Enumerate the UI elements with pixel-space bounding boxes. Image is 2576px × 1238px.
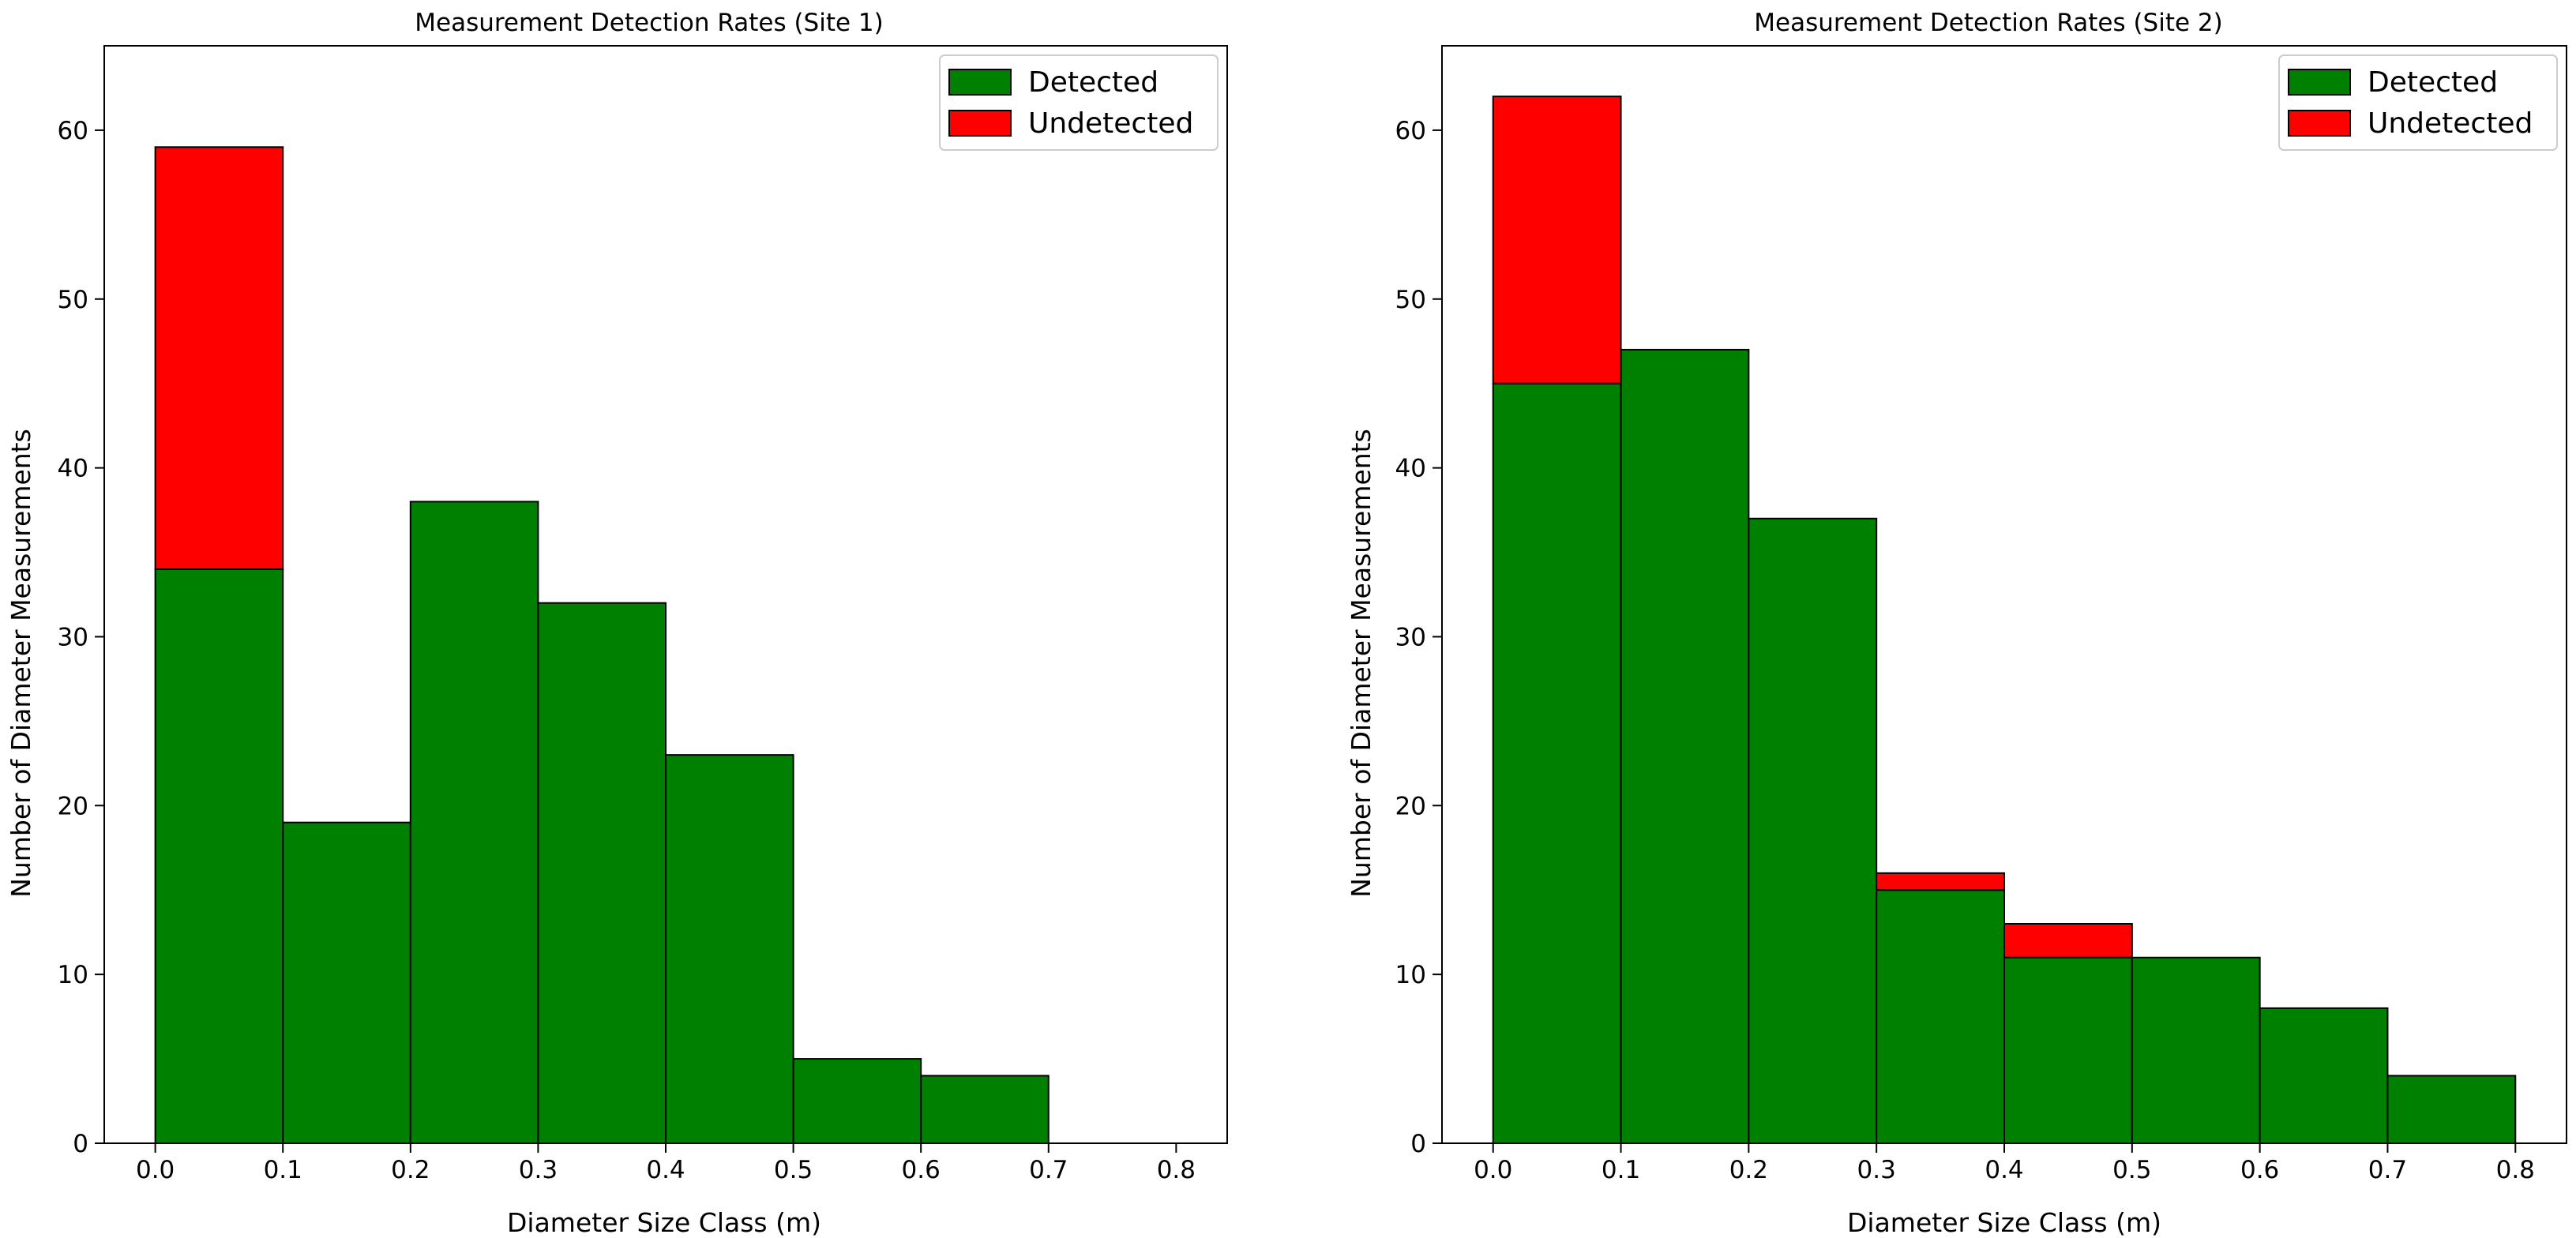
- legend-swatch-detected: [2288, 69, 2351, 96]
- site-1-chart: Measurement Detection Rates (Site 1) Num…: [6, 9, 1228, 1238]
- legend-swatch-undetected: [948, 110, 1012, 137]
- bar-detected: [409, 501, 539, 1144]
- y-axis-label: Number of Diameter Measurements: [1346, 429, 1376, 898]
- bar-detected: [2131, 956, 2261, 1145]
- legend-swatch-undetected: [2288, 110, 2351, 137]
- bar-detected: [792, 1058, 922, 1144]
- bar-undetected: [1876, 872, 2006, 891]
- y-tick-label: 0: [73, 1130, 88, 1158]
- ticks-group: 0.0 0.1 0.2 0.3 0.4 0.5 0.6 0.7 0.8 0 10 20 30 40 50 60: [1395, 117, 2535, 1184]
- bar-undetected: [2003, 923, 2133, 959]
- site-2-chart: Measurement Detection Rates (Site 2) Num…: [1346, 9, 2567, 1238]
- x-tick-label: 0.3: [519, 1156, 558, 1184]
- x-tick-label: 0.1: [1602, 1156, 1640, 1184]
- y-tick-label: 40: [58, 455, 88, 483]
- bar-detected: [1620, 348, 1750, 1144]
- y-tick-label: 60: [1395, 117, 1426, 145]
- bar-detected: [1748, 517, 1878, 1144]
- bar-detected: [2386, 1075, 2517, 1145]
- x-tick-label: 0.6: [902, 1156, 941, 1184]
- y-tick-label: 30: [1395, 623, 1426, 651]
- y-tick-label: 50: [58, 286, 88, 314]
- x-axis-label: Diameter Size Class (m): [507, 1207, 821, 1238]
- legend: Detected Undetected: [939, 54, 1219, 151]
- bar-detected: [2259, 1007, 2389, 1145]
- x-tick-label: 0.1: [264, 1156, 302, 1184]
- bar-detected: [282, 821, 411, 1144]
- x-tick-label: 0.7: [2368, 1156, 2407, 1184]
- bar-undetected: [1492, 96, 1622, 385]
- y-tick-label: 10: [58, 961, 88, 989]
- y-tick-label: 50: [1395, 286, 1426, 314]
- legend: Detected Undetected: [2278, 54, 2558, 151]
- legend-label-detected: Detected: [2368, 66, 2498, 99]
- bar-detected: [920, 1075, 1050, 1145]
- bar-detected: [537, 602, 667, 1144]
- legend-label-detected: Detected: [1028, 66, 1158, 99]
- x-tick-label: 0.5: [774, 1156, 813, 1184]
- x-tick-label: 0.8: [2496, 1156, 2535, 1184]
- bar-detected: [2003, 956, 2133, 1145]
- x-tick-label: 0.4: [1985, 1156, 2023, 1184]
- x-tick-label: 0.8: [1157, 1156, 1196, 1184]
- x-tick-label: 0.2: [1729, 1156, 1768, 1184]
- x-tick-label: 0.2: [391, 1156, 430, 1184]
- bars-group: [1492, 96, 2517, 1145]
- ticks-group: 0.0 0.1 0.2 0.3 0.4 0.5 0.6 0.7 0.8 0 10 20 30 40 50 60: [58, 117, 1196, 1184]
- y-tick-label: 40: [1395, 455, 1426, 483]
- plot-frame: [103, 45, 1228, 1144]
- x-tick-label: 0.0: [136, 1156, 175, 1184]
- x-tick-label: 0.7: [1029, 1156, 1068, 1184]
- bar-detected: [154, 568, 284, 1144]
- x-axis-label: Diameter Size Class (m): [1847, 1207, 2161, 1238]
- x-tick-label: 0.5: [2112, 1156, 2151, 1184]
- chart-title: Measurement Detection Rates (Site 2): [1754, 9, 2223, 37]
- bars-group: [154, 146, 1177, 1145]
- y-tick-label: 0: [1410, 1130, 1426, 1158]
- chart-title: Measurement Detection Rates (Site 1): [415, 9, 884, 37]
- legend-label-undetected: Undetected: [1028, 107, 1193, 140]
- y-tick-label: 60: [58, 117, 88, 145]
- legend-label-undetected: Undetected: [2368, 107, 2533, 140]
- x-tick-label: 0.0: [1474, 1156, 1512, 1184]
- bar-detected: [1492, 382, 1622, 1144]
- x-tick-label: 0.3: [1857, 1156, 1896, 1184]
- y-tick-label: 10: [1395, 961, 1426, 989]
- bar-undetected: [154, 146, 284, 570]
- bar-detected: [1876, 889, 2006, 1144]
- y-axis-label: Number of Diameter Measurements: [6, 429, 36, 898]
- y-tick-label: 20: [58, 792, 88, 820]
- y-tick-label: 20: [1395, 792, 1426, 820]
- x-tick-label: 0.6: [2240, 1156, 2279, 1184]
- bar-detected: [665, 754, 794, 1145]
- legend-swatch-detected: [948, 69, 1012, 96]
- plot-frame: [1441, 45, 2567, 1144]
- y-tick-label: 30: [58, 623, 88, 651]
- x-tick-label: 0.4: [646, 1156, 685, 1184]
